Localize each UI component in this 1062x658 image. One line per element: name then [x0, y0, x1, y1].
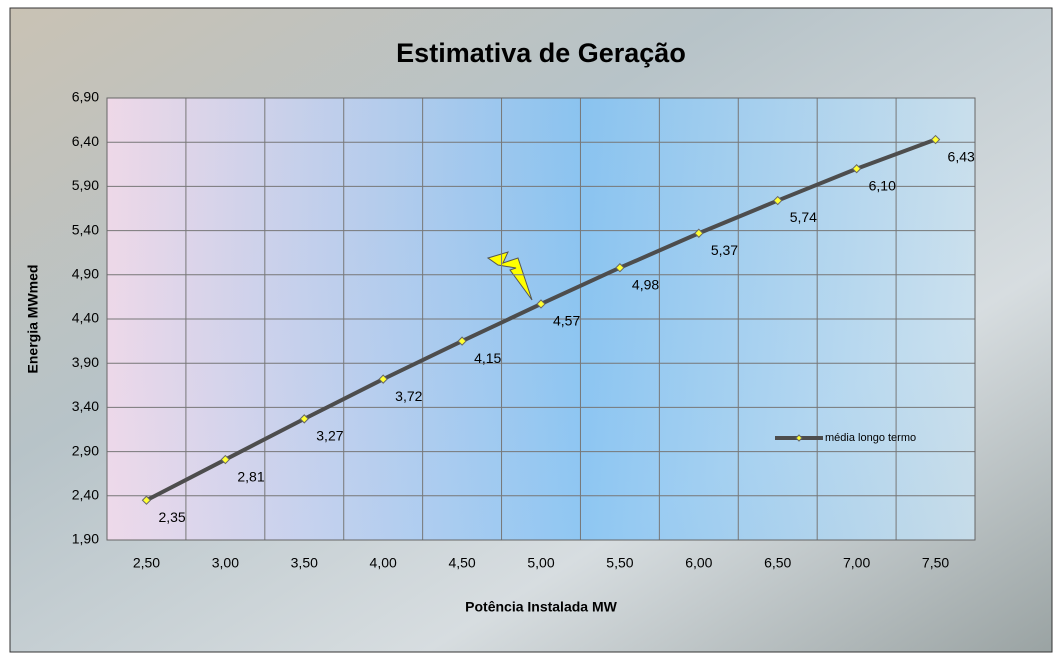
y-tick-label: 2,40 [72, 487, 99, 503]
x-tick-label: 4,00 [370, 555, 397, 571]
data-point [220, 454, 231, 465]
y-tick-label: 5,90 [72, 177, 99, 193]
value-label: 4,98 [632, 276, 659, 292]
x-tick-label: 7,50 [922, 555, 949, 571]
value-label: 5,37 [711, 242, 738, 258]
x-tick-label: 2,50 [133, 555, 160, 571]
value-label: 2,35 [158, 509, 185, 525]
x-tick-label: 3,50 [291, 555, 318, 571]
value-label: 4,15 [474, 350, 501, 366]
value-label: 4,57 [553, 313, 580, 329]
x-tick-label: 6,00 [685, 555, 712, 571]
x-axis-title: Potência Instalada MW [465, 599, 617, 615]
y-tick-label: 6,90 [72, 89, 99, 105]
value-label: 6,10 [869, 177, 896, 193]
x-tick-label: 5,00 [527, 555, 554, 571]
x-tick-label: 6,50 [764, 555, 791, 571]
data-point [536, 299, 546, 309]
value-label: 2,81 [237, 468, 264, 484]
data-point [457, 336, 467, 346]
chart-title: Estimativa de Geração [396, 38, 686, 68]
value-label: 6,43 [948, 148, 975, 164]
value-label: 3,27 [316, 428, 343, 444]
y-tick-label: 2,90 [72, 442, 99, 458]
value-label: 3,72 [395, 388, 422, 404]
y-tick-label: 3,90 [72, 354, 99, 370]
x-tick-label: 5,50 [606, 555, 633, 571]
y-tick-label: 4,90 [72, 266, 99, 282]
y-axis-title: Energia MWmed [25, 265, 41, 374]
y-tick-label: 3,40 [72, 398, 99, 414]
data-point [141, 495, 152, 505]
data-point [615, 263, 625, 273]
data-point [773, 195, 783, 206]
legend-label: média longo termo [825, 432, 916, 444]
x-tick-label: 4,50 [448, 555, 475, 571]
value-label: 5,74 [790, 209, 817, 225]
legend-marker [795, 434, 803, 442]
data-point [378, 374, 388, 384]
y-tick-label: 5,40 [72, 221, 99, 237]
plot-border [106, 97, 976, 541]
data-point [694, 228, 704, 238]
data-point [851, 164, 862, 174]
x-tick-label: 7,00 [843, 555, 870, 571]
y-tick-label: 4,40 [72, 310, 99, 326]
x-tick-label: 3,00 [212, 555, 239, 571]
lightning-icon [486, 251, 533, 301]
y-tick-label: 6,40 [72, 133, 99, 149]
data-point [299, 414, 309, 424]
data-point [930, 134, 941, 145]
y-tick-label: 1,90 [72, 531, 99, 547]
